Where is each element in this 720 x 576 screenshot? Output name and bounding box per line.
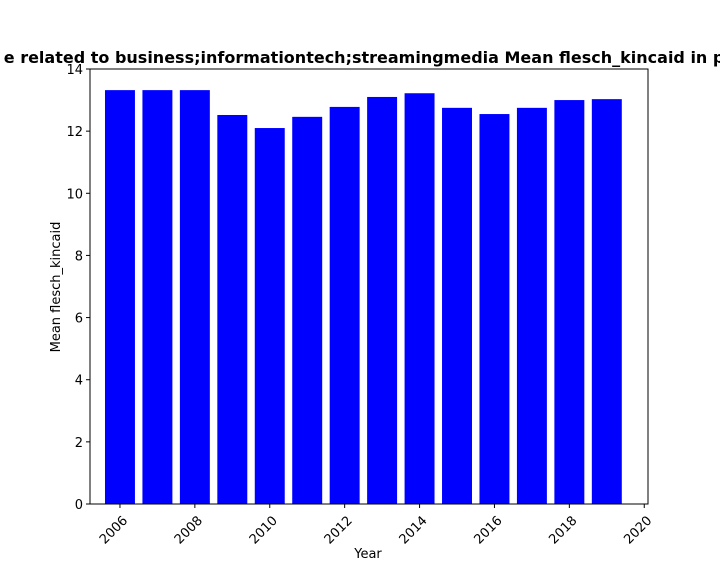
bar-2013 (367, 96, 398, 505)
x-tick-label: 2018 (546, 513, 580, 547)
bar-2007 (142, 90, 173, 504)
x-axis-label: Year (353, 547, 382, 562)
bar-2006 (104, 90, 135, 504)
bar-2019 (591, 99, 622, 504)
bar-2008 (179, 90, 210, 504)
bar-2017 (516, 107, 547, 504)
x-tick-label: 2012 (322, 513, 356, 547)
bar-2012 (329, 106, 360, 504)
x-tick-label: 2010 (247, 513, 281, 547)
bar-2018 (554, 100, 585, 504)
x-tick-label: 2016 (471, 513, 505, 547)
y-tick-label: 14 (66, 63, 83, 78)
bar-2015 (442, 107, 472, 504)
bar-2014 (404, 93, 435, 505)
x-tick-label: 2006 (97, 513, 131, 547)
y-tick-label: 2 (75, 436, 83, 451)
x-tick-label: 2020 (621, 513, 655, 547)
bar-2016 (479, 114, 510, 505)
x-axis: 2006 2008 2010 2012 2014 2016 2018 2020 (97, 504, 655, 547)
y-axis-label: Mean flesch_kincaid (49, 222, 64, 353)
y-tick-label: 4 (75, 374, 83, 389)
x-tick-label: 2014 (397, 513, 431, 547)
bars-layer (104, 90, 622, 505)
chart-title: e related to business;informationtech;st… (4, 48, 720, 67)
y-tick-label: 12 (66, 125, 83, 140)
y-tick-label: 8 (75, 249, 83, 264)
y-tick-label: 10 (66, 187, 83, 202)
y-tick-label: 0 (75, 498, 83, 513)
x-tick-label: 2008 (172, 513, 206, 547)
bar-2011 (292, 116, 323, 504)
y-tick-label: 6 (75, 312, 83, 327)
bar-2010 (254, 128, 285, 505)
bar-2009 (217, 114, 248, 505)
y-axis: 0 2 4 6 8 10 12 14 (66, 63, 90, 513)
plot-frame (89, 68, 649, 505)
